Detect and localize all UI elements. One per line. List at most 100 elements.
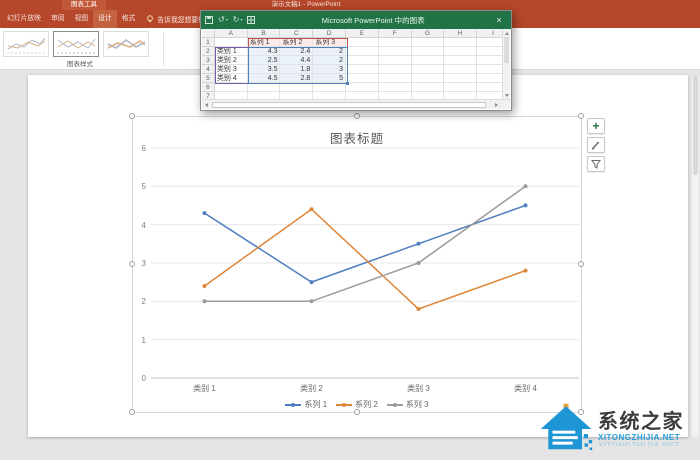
sheet-cell[interactable] (214, 83, 248, 92)
row-header[interactable]: 4 (202, 65, 215, 74)
tab-slideshow[interactable]: 幻灯片放映 (7, 15, 41, 22)
row-header[interactable]: 6 (202, 83, 215, 92)
scrollbar-thumb[interactable] (504, 37, 509, 63)
sheet-title-bar[interactable]: ↺ ▾ ↻ ▾ Microsoft PowerPoint 中的图表 × (201, 11, 511, 29)
data-point-marker[interactable] (416, 241, 421, 246)
scroll-right-arrow[interactable] (495, 103, 498, 107)
legend-item[interactable]: 系列 2 (336, 399, 378, 410)
undo-icon[interactable]: ↺ ▾ (218, 15, 228, 24)
sheet-cell[interactable]: 类别 4 (214, 74, 248, 83)
data-point-marker[interactable] (523, 184, 528, 189)
workspace-vertical-scrollbar[interactable] (692, 75, 699, 437)
resize-handle-bottom-right[interactable] (578, 409, 584, 415)
data-point-marker[interactable] (309, 207, 314, 212)
sheet-cell[interactable] (346, 47, 379, 56)
sheet-cell[interactable]: 系列 1 (247, 38, 281, 47)
data-point-marker[interactable] (202, 211, 207, 216)
sheet-cell[interactable]: 系列 2 (280, 38, 314, 47)
chart-elements-button[interactable]: + (587, 118, 605, 134)
save-icon[interactable] (203, 16, 215, 24)
column-header[interactable]: H (444, 29, 478, 38)
data-point-marker[interactable] (309, 280, 314, 285)
data-point-marker[interactable] (416, 306, 421, 311)
sheet-cell[interactable] (378, 74, 412, 83)
sheet-cell[interactable]: 2 (313, 47, 347, 56)
sheet-cell[interactable] (346, 74, 379, 83)
sheet-cell[interactable] (444, 65, 478, 74)
scrollbar-thumb[interactable] (212, 102, 486, 108)
sheet-cell[interactable] (378, 47, 412, 56)
resize-handle-bottom-left[interactable] (129, 409, 135, 415)
tell-me-box[interactable]: 告诉我您想要做什么 (140, 10, 224, 28)
sheet-cell[interactable] (411, 56, 445, 65)
sheet-cell[interactable]: 3.5 (247, 65, 281, 74)
scroll-down-arrow[interactable] (505, 94, 509, 97)
row-header[interactable]: 5 (202, 74, 215, 83)
column-header[interactable]: F (378, 29, 412, 38)
data-point-marker[interactable] (309, 299, 314, 304)
resize-handle-top-left[interactable] (129, 113, 135, 119)
data-point-marker[interactable] (202, 283, 207, 288)
sheet-cell[interactable] (313, 83, 347, 92)
sheet-cell[interactable] (346, 38, 379, 47)
sheet-cell[interactable]: 3 (313, 65, 347, 74)
legend-item[interactable]: 系列 1 (285, 399, 327, 410)
tab-format[interactable]: 格式 (121, 15, 136, 22)
chart-styles-button[interactable] (587, 137, 605, 153)
tab-design[interactable]: 设计 (93, 10, 117, 28)
scroll-left-arrow[interactable] (205, 103, 208, 107)
sheet-cell[interactable] (280, 83, 314, 92)
sheet-cell[interactable] (444, 38, 478, 47)
sheet-cell[interactable]: 2.5 (247, 56, 281, 65)
sheet-cell[interactable] (346, 83, 379, 92)
sheet-cell[interactable] (378, 83, 412, 92)
sheet-cell[interactable]: 2.4 (280, 47, 314, 56)
scroll-up-arrow[interactable] (505, 32, 509, 35)
sheet-cell[interactable] (411, 74, 445, 83)
sheet-cell[interactable]: 2.8 (280, 74, 314, 83)
sheet-cell[interactable] (444, 74, 478, 83)
chart-filters-button[interactable] (587, 156, 605, 172)
sheet-cell[interactable] (346, 56, 379, 65)
sheet-cell[interactable]: 类别 3 (214, 65, 248, 74)
sheet-cell[interactable]: 1.8 (280, 65, 314, 74)
sheet-cell[interactable] (411, 65, 445, 74)
column-header[interactable]: C (280, 29, 314, 38)
column-header[interactable]: A (214, 29, 248, 38)
sheet-vertical-scrollbar[interactable] (502, 29, 510, 100)
chart-style-thumbnail-2-selected[interactable] (53, 31, 99, 57)
close-icon[interactable]: × (496, 15, 502, 25)
column-header[interactable]: G (411, 29, 445, 38)
sheet-cell[interactable] (378, 56, 412, 65)
resize-handle-top-right[interactable] (578, 113, 584, 119)
data-point-marker[interactable] (202, 299, 207, 304)
sheet-cell[interactable] (411, 38, 445, 47)
column-header[interactable]: E (346, 29, 379, 38)
resize-handle-middle-right[interactable] (578, 261, 584, 267)
sheet-cell[interactable] (411, 47, 445, 56)
sheet-cell[interactable]: 系列 3 (313, 38, 347, 47)
data-point-marker[interactable] (523, 203, 528, 208)
sheet-cell[interactable] (247, 83, 281, 92)
resize-handle-bottom-center[interactable] (354, 409, 360, 415)
legend-item[interactable]: 系列 3 (386, 399, 429, 410)
chart-title[interactable]: 图表标题 (329, 132, 384, 146)
chart-style-thumbnail-1[interactable] (3, 31, 49, 57)
chart-tools-contextual-tab[interactable]: 图表工具 (62, 0, 106, 10)
column-header[interactable]: D (313, 29, 347, 38)
sheet-cell[interactable] (411, 83, 445, 92)
data-point-marker[interactable] (523, 268, 528, 273)
sheet-cell[interactable] (378, 65, 412, 74)
row-header[interactable]: 3 (202, 56, 215, 65)
scrollbar-thumb[interactable] (693, 75, 698, 175)
tab-review[interactable]: 审阅 (50, 15, 65, 22)
sheet-cell[interactable]: 2 (313, 56, 347, 65)
series-line[interactable] (204, 185, 526, 303)
data-point-marker[interactable] (416, 260, 421, 265)
row-header[interactable]: 2 (202, 47, 215, 56)
chart-style-thumbnail-3[interactable] (103, 31, 149, 57)
redo-icon[interactable]: ↻ ▾ (232, 15, 243, 24)
sheet-cell[interactable] (346, 65, 379, 74)
